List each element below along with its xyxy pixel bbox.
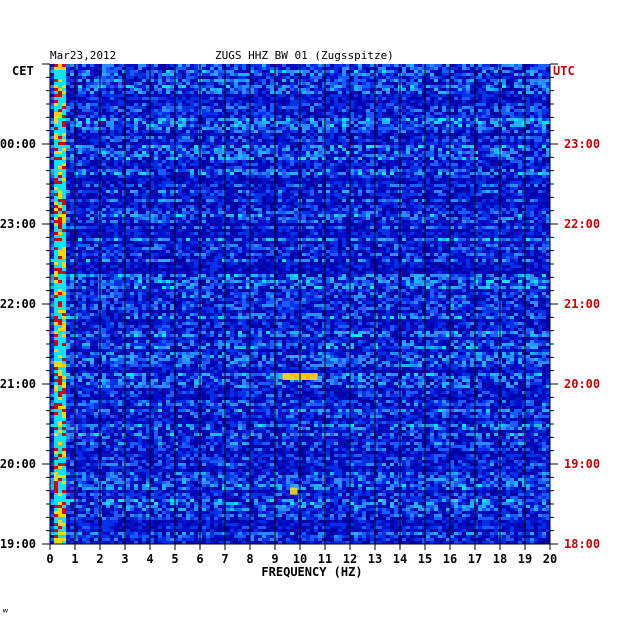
- x-tick-label: 12: [343, 552, 357, 566]
- footer-mark: ʷ: [2, 606, 9, 619]
- x-tick-label: 20: [543, 552, 557, 566]
- x-tick-label: 13: [368, 552, 382, 566]
- x-tick-label: 16: [443, 552, 457, 566]
- x-tick-label: 18: [493, 552, 507, 566]
- heatmap-row: [54, 397, 550, 400]
- heatmap-row: [50, 322, 546, 325]
- x-tick-label: 6: [196, 552, 203, 566]
- heatmap-row: [50, 442, 546, 445]
- heatmap-row: [50, 532, 546, 535]
- heatmap-row: [50, 337, 538, 340]
- heatmap-row: [54, 160, 542, 163]
- left-tick-label: 20:00: [0, 457, 36, 471]
- heatmap-row: [50, 103, 542, 106]
- left-axis-label: CET: [12, 64, 34, 78]
- heatmap-row: [50, 292, 546, 295]
- heatmap-row: [54, 142, 550, 145]
- heatmap-row: [54, 334, 550, 337]
- heatmap-row: [50, 184, 546, 187]
- chart-title: ZUGS HHZ BW 01 (Zugsspitze): [215, 49, 394, 62]
- grid-lines: [50, 64, 550, 544]
- heatmap-row: [54, 535, 550, 538]
- heatmap-row: [50, 157, 542, 160]
- date-label: Mar23,2012: [50, 49, 116, 62]
- heatmap-row: [50, 205, 546, 208]
- heatmap-row: [50, 274, 546, 277]
- right-axis-label: UTC: [553, 64, 575, 78]
- heatmap-row: [50, 256, 546, 259]
- x-tick-label: 17: [468, 552, 482, 566]
- x-tick-label: 0: [46, 552, 53, 566]
- left-tick-label: 23:00: [0, 217, 36, 231]
- event-mark: [290, 488, 298, 495]
- x-tick-label: 15: [418, 552, 432, 566]
- heatmap-row: [54, 385, 550, 388]
- heatmap-row: [50, 475, 546, 478]
- heatmap-row: [50, 190, 546, 193]
- heatmap-row: [50, 211, 546, 214]
- x-tick-label: 3: [121, 552, 128, 566]
- x-axis-label: FREQUENCY (HZ): [261, 565, 362, 579]
- left-tick-label: 22:00: [0, 297, 36, 311]
- right-tick-label: 22:00: [564, 217, 600, 231]
- left-tick-label: 21:00: [0, 377, 36, 391]
- x-tick-label: 2: [96, 552, 103, 566]
- heatmap-row: [54, 505, 550, 508]
- heatmap-row: [54, 226, 550, 229]
- heatmap-row: [50, 433, 546, 436]
- heatmap-row: [54, 523, 550, 526]
- x-tick-label: 4: [146, 552, 153, 566]
- heatmap-row: [50, 457, 546, 460]
- x-tick-label: 8: [246, 552, 253, 566]
- heatmap-row: [54, 265, 550, 268]
- heatmap-row: [50, 418, 542, 421]
- right-tick-label: 23:00: [564, 137, 600, 151]
- left-tick-label: 00:00: [0, 137, 36, 151]
- right-tick-label: 20:00: [564, 377, 600, 391]
- right-tick-label: 21:00: [564, 297, 600, 311]
- x-tick-label: 11: [318, 552, 332, 566]
- x-tick-label: 9: [271, 552, 278, 566]
- heatmap-row: [50, 316, 546, 319]
- heatmap-row: [50, 307, 542, 310]
- x-tick-label: 10: [293, 552, 307, 566]
- right-tick-label: 19:00: [564, 457, 600, 471]
- heatmap-row: [54, 112, 550, 115]
- x-tick-label: 14: [393, 552, 407, 566]
- x-tick-label: 5: [171, 552, 178, 566]
- x-tick-label: 7: [221, 552, 228, 566]
- heatmap-row: [50, 328, 542, 331]
- x-tick-label: 19: [518, 552, 532, 566]
- x-tick-label: 1: [71, 552, 78, 566]
- right-tick-label: 18:00: [564, 537, 600, 551]
- left-tick-label: 19:00: [0, 537, 36, 551]
